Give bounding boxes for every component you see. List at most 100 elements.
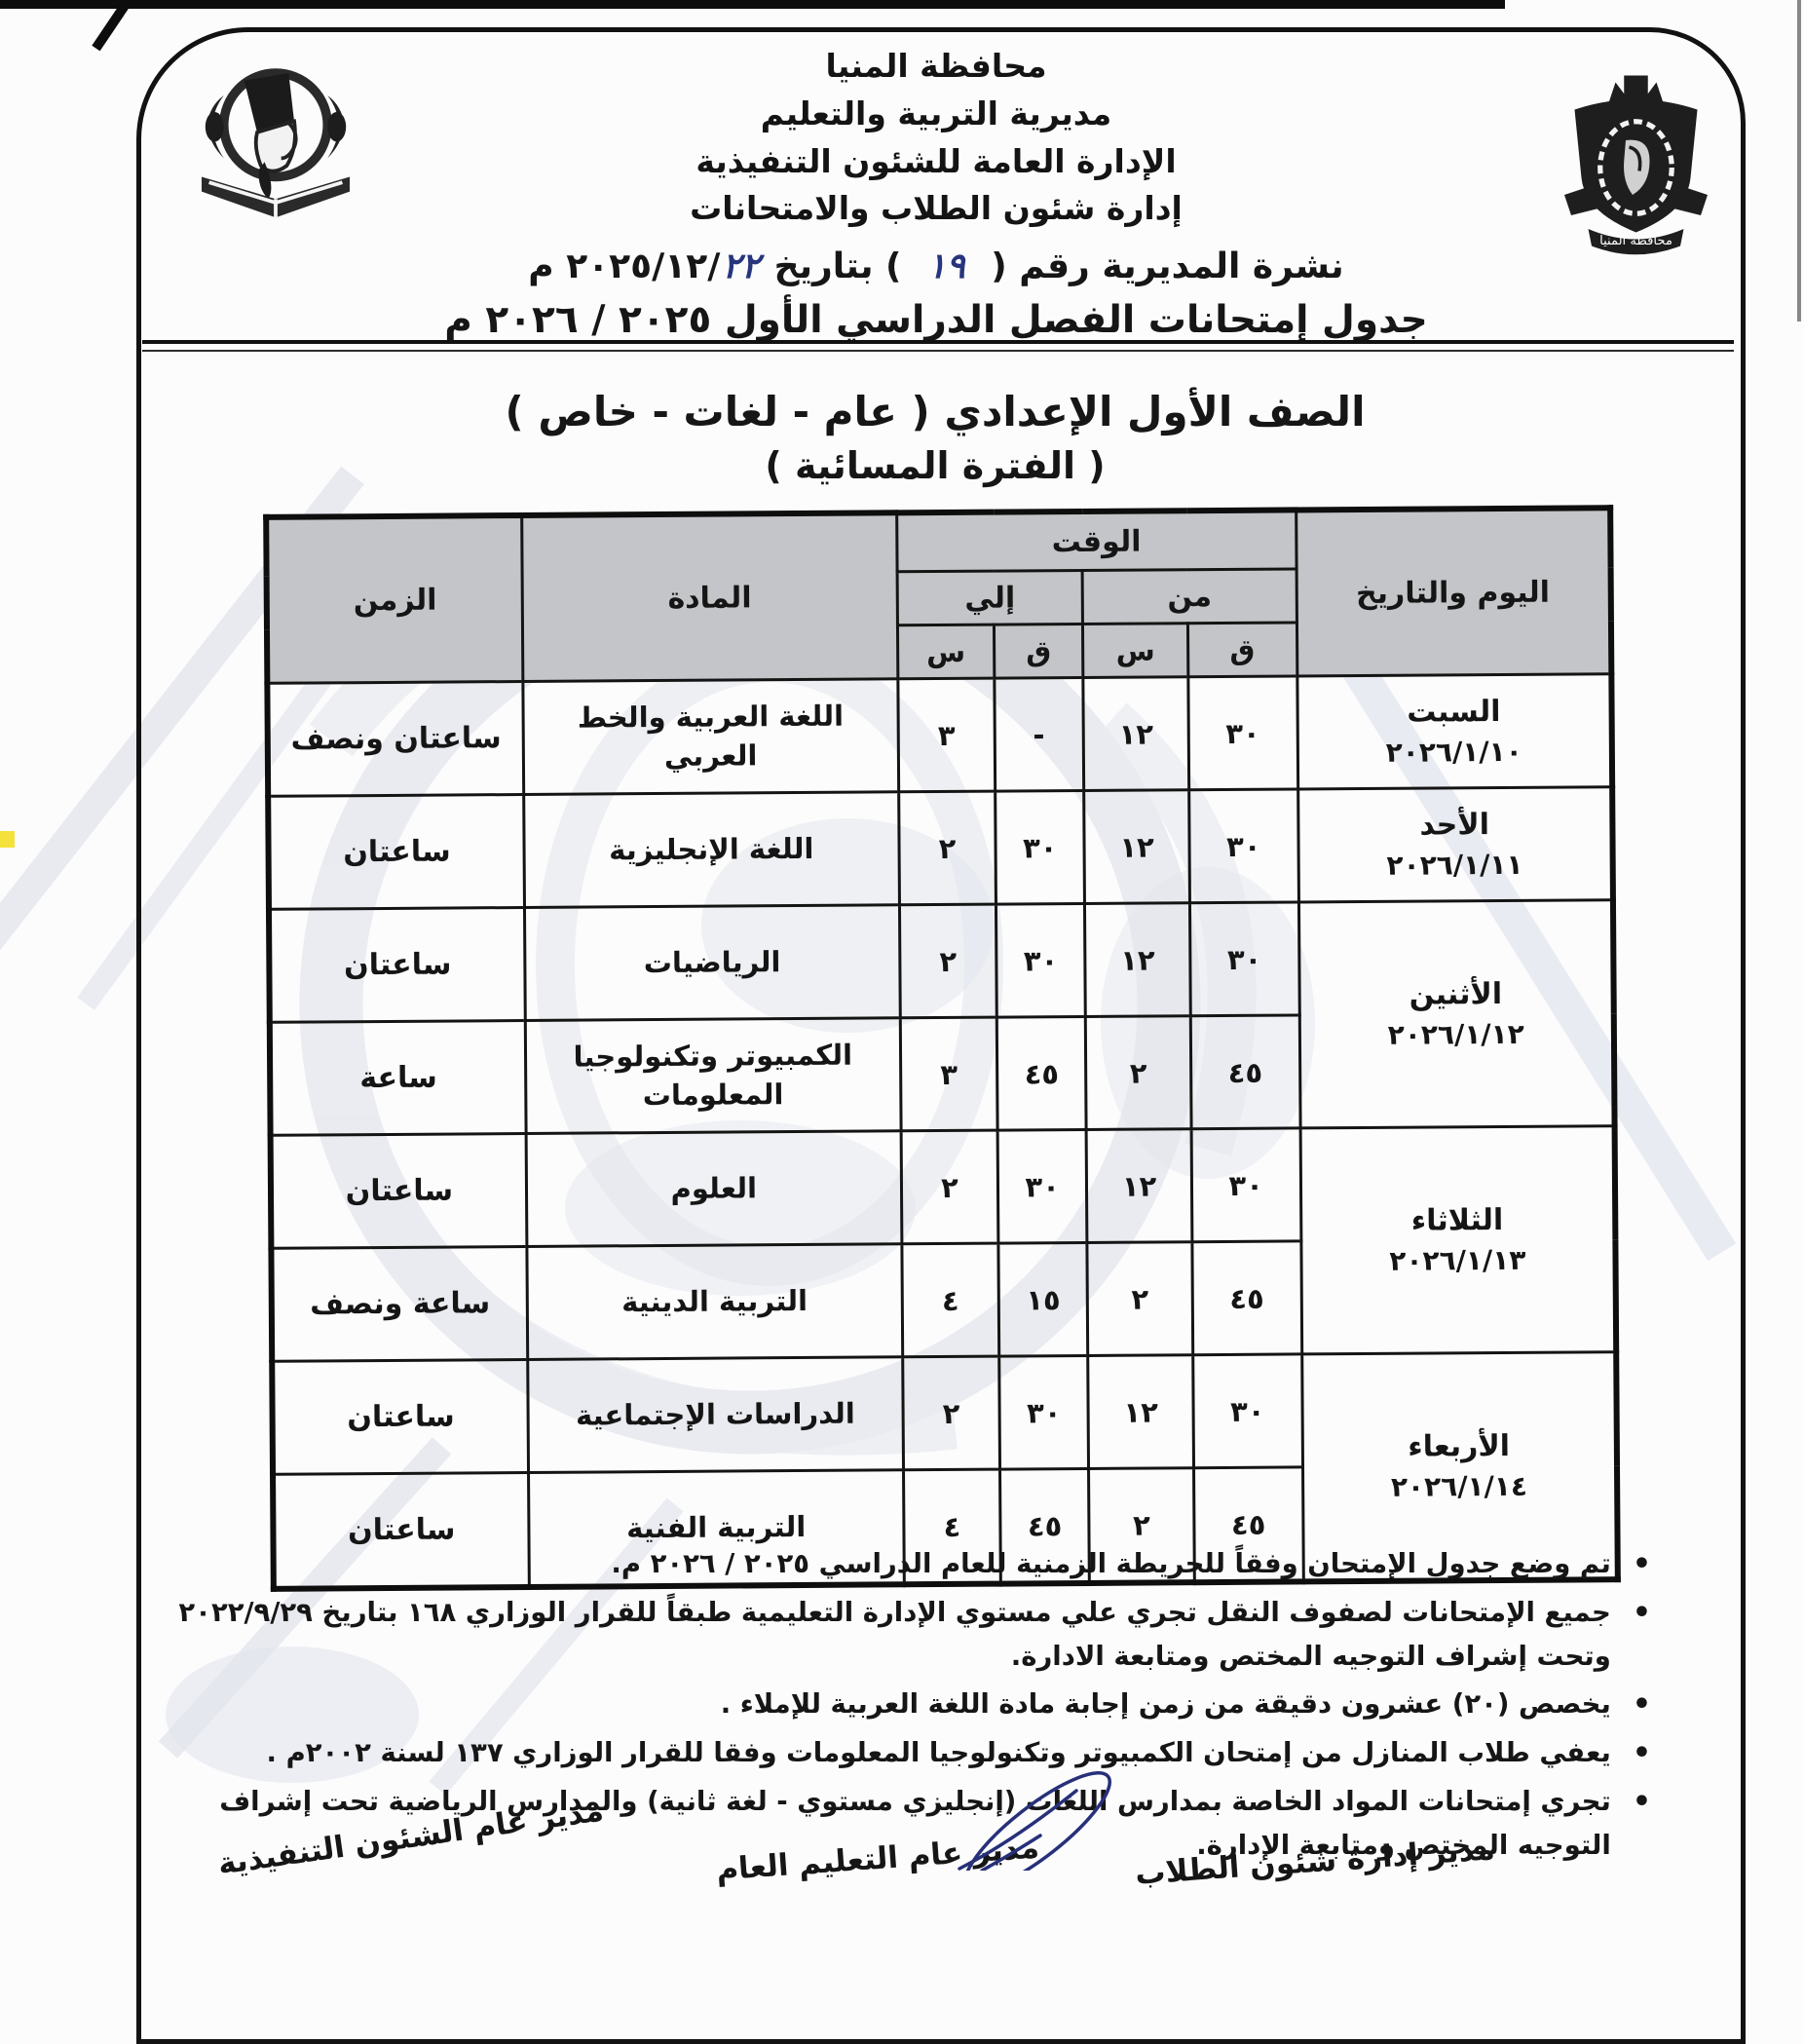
day-date: ٢٠٢٦/١/١٤ <box>1390 1469 1528 1503</box>
education-directorate-logo <box>202 68 350 218</box>
bulletin-prefix: نشرة المديرية رقم ( <box>991 246 1344 287</box>
col-header-day-date: اليوم والتاريخ <box>1296 508 1612 676</box>
to-minutes: - <box>994 677 1084 792</box>
day-date: ٢٠٢٦/١/١٢ <box>1387 1017 1524 1051</box>
bulletin-date: ٢٠٢٥/١٢/٢٢ <box>566 243 762 291</box>
from-hours: ٢ <box>1085 1015 1191 1130</box>
subject-cell: العلوم <box>525 1130 902 1247</box>
bullet-icon: • <box>1632 1736 1651 1771</box>
schedule-title: جدول إمتحانات الفصل الدراسي الأول ٢٠٢٥ /… <box>444 297 1428 342</box>
to-hours: ٣ <box>897 678 996 792</box>
duration-cell: ساعتان <box>268 794 525 910</box>
table-row: الأربعاء ٢٠٢٦/١/١٤ ٣٠ ١٢ ٣٠ ٢ الدراسات ا… <box>272 1351 1618 1582</box>
from-minutes: ٣٠ <box>1190 1127 1301 1242</box>
col-header-from-minutes: ق <box>1187 622 1297 677</box>
governorate-emblem-logo: محافظة المنيا <box>1564 75 1708 255</box>
exam-schedule-table: اليوم والتاريخ الوقت المادة الزمن من إلي… <box>263 505 1621 1592</box>
bullet-icon: • <box>1632 1785 1651 1820</box>
day-cell-monday: الأثنين ٢٠٢٦/١/١٢ <box>1298 899 1615 1128</box>
day-name: الأربعاء <box>1408 1428 1511 1464</box>
note-item: • تم وضع جدول الإمتحان وفقاً للخريطة الز… <box>146 1542 1651 1586</box>
ministry-watermark <box>0 466 1737 1796</box>
table-row: الثلاثاء ٢٠٢٦/١/١٣ ٣٠ ١٢ ٣٠ ٢ العلوم ساع… <box>270 1125 1617 1354</box>
col-header-from: من <box>1082 568 1297 625</box>
table-row: الأثنين ٢٠٢٦/١/١٢ ٣٠ ١٢ ٣٠ ٢ الرياضيات س… <box>268 899 1615 1128</box>
from-minutes: ٤٥ <box>1190 1014 1300 1129</box>
duration-cell: ساعتان <box>270 1133 527 1249</box>
yellow-highlight-mark <box>0 831 15 848</box>
col-header-from-hours: س <box>1082 623 1188 678</box>
day-date: ٢٠٢٦/١/١٠ <box>1385 735 1522 769</box>
bulletin-day-handwritten: ٢٢ <box>722 246 761 287</box>
from-hours: ١٢ <box>1084 902 1191 1017</box>
duration-cell: ساعة <box>269 1020 526 1136</box>
subject-cell: التربية الدينية <box>526 1243 903 1360</box>
note-item: • جميع الإمتحانات لصفوف النقل تجري علي م… <box>146 1591 1651 1678</box>
from-hours: ١٢ <box>1083 676 1189 791</box>
directorate-name: مديرية التربية والتعليم <box>760 94 1112 132</box>
note-text: جميع الإمتحانات لصفوف النقل تجري علي مست… <box>178 1597 1611 1672</box>
note-item: • يخصص (٢٠) عشرون دقيقة من زمن إجابة ماد… <box>146 1683 1651 1726</box>
to-minutes: ١٥ <box>998 1242 1088 1357</box>
col-header-to-minutes: ق <box>994 624 1084 679</box>
header-divider-rule <box>142 340 1734 352</box>
duration-cell: ساعتان <box>268 907 526 1023</box>
note-item: • يعفي طلاب المنازل من إمتحان الكمبيوتر … <box>146 1731 1651 1775</box>
scan-edge-artifact-right <box>1797 0 1801 322</box>
students-affairs-administration-name: إدارة شئون الطلاب والامتحانات <box>690 189 1183 228</box>
document-header: محافظة المنيا مديرية التربية والتعليم ال… <box>415 43 1457 342</box>
duration-cell: ساعتان ونصف <box>267 681 524 797</box>
bullet-icon: • <box>1632 1596 1651 1630</box>
to-hours: ٢ <box>899 904 997 1018</box>
col-header-time: الوقت <box>896 510 1297 572</box>
note-text: يخصص (٢٠) عشرون دقيقة من زمن إجابة مادة … <box>720 1688 1611 1721</box>
to-minutes: ٣٠ <box>995 790 1085 905</box>
bullet-icon: • <box>1632 1687 1651 1722</box>
duration-cell: ساعتان <box>272 1359 529 1475</box>
bulletin-date-printed: ٢٠٢٥/١٢/ <box>566 246 721 287</box>
col-header-to-hours: س <box>897 625 995 679</box>
from-hours: ١٢ <box>1087 1354 1194 1469</box>
from-hours: ١٢ <box>1086 1128 1192 1243</box>
from-minutes: ٣٠ <box>1187 675 1298 790</box>
day-date: ٢٠٢٦/١/١١ <box>1386 848 1523 882</box>
day-name: الأثنين <box>1409 976 1503 1012</box>
to-minutes: ٣٠ <box>998 1355 1089 1470</box>
bullet-icon: • <box>1632 1547 1651 1581</box>
subject-cell: الدراسات الإجتماعية <box>527 1356 904 1473</box>
to-hours: ٢ <box>902 1356 1000 1470</box>
from-hours: ٢ <box>1087 1241 1193 1356</box>
from-minutes: ٣٠ <box>1188 788 1299 903</box>
from-minutes: ٤٥ <box>1191 1240 1302 1355</box>
note-text: تم وضع جدول الإمتحان وفقاً للخريطة الزمن… <box>611 1548 1611 1579</box>
subject-cell: اللغة العربية والخط العربي <box>522 678 899 795</box>
note-item: • تجري إمتحانات المواد الخاصة بمدارس الل… <box>146 1780 1651 1867</box>
period-title: ( الفترة المسائية ) <box>765 444 1106 487</box>
to-minutes: ٣٠ <box>997 1129 1088 1244</box>
table-row: الأحد ٢٠٢٦/١/١١ ٣٠ ١٢ ٣٠ ٢ اللغة الإنجلي… <box>268 786 1613 910</box>
duration-cell: ساعة ونصف <box>271 1246 528 1362</box>
bulletin-suffix: م <box>528 246 554 287</box>
to-hours: ٤ <box>901 1243 999 1357</box>
bulletin-line: نشرة المديرية رقم ( ١٩ ) بتاريخ ٢٠٢٥/١٢/… <box>415 243 1457 291</box>
day-cell-tuesday: الثلاثاء ٢٠٢٦/١/١٣ <box>1299 1125 1617 1354</box>
col-header-duration: الزمن <box>266 514 523 684</box>
note-text: يعفي طلاب المنازل من إمتحان الكمبيوتر وت… <box>266 1737 1611 1769</box>
day-cell-sunday: الأحد ٢٠٢٦/١/١١ <box>1297 786 1613 902</box>
from-hours: ١٢ <box>1083 789 1190 904</box>
bulletin-number-handwritten: ١٩ <box>927 246 965 287</box>
subject-cell: الكمبيوتر وتكنولوجيا المعلومات <box>525 1017 901 1134</box>
day-cell-saturday: السبت ٢٠٢٦/١/١٠ <box>1297 673 1613 789</box>
to-minutes: ٤٥ <box>996 1016 1087 1131</box>
to-hours: ٣ <box>900 1017 998 1131</box>
bulletin-middle: ) بتاريخ <box>773 246 902 287</box>
subject-cell: اللغة الإنجليزية <box>523 791 900 908</box>
col-header-subject: المادة <box>521 512 898 682</box>
col-header-to: إلي <box>896 570 1083 625</box>
day-name: السبت <box>1407 694 1501 730</box>
emblem-ribbon-text: محافظة المنيا <box>1599 234 1672 248</box>
from-minutes: ٣٠ <box>1189 901 1299 1016</box>
table-row: السبت ٢٠٢٦/١/١٠ ٣٠ ١٢ - ٣ اللغة العربية … <box>267 673 1613 797</box>
to-hours: ٢ <box>900 1130 999 1244</box>
